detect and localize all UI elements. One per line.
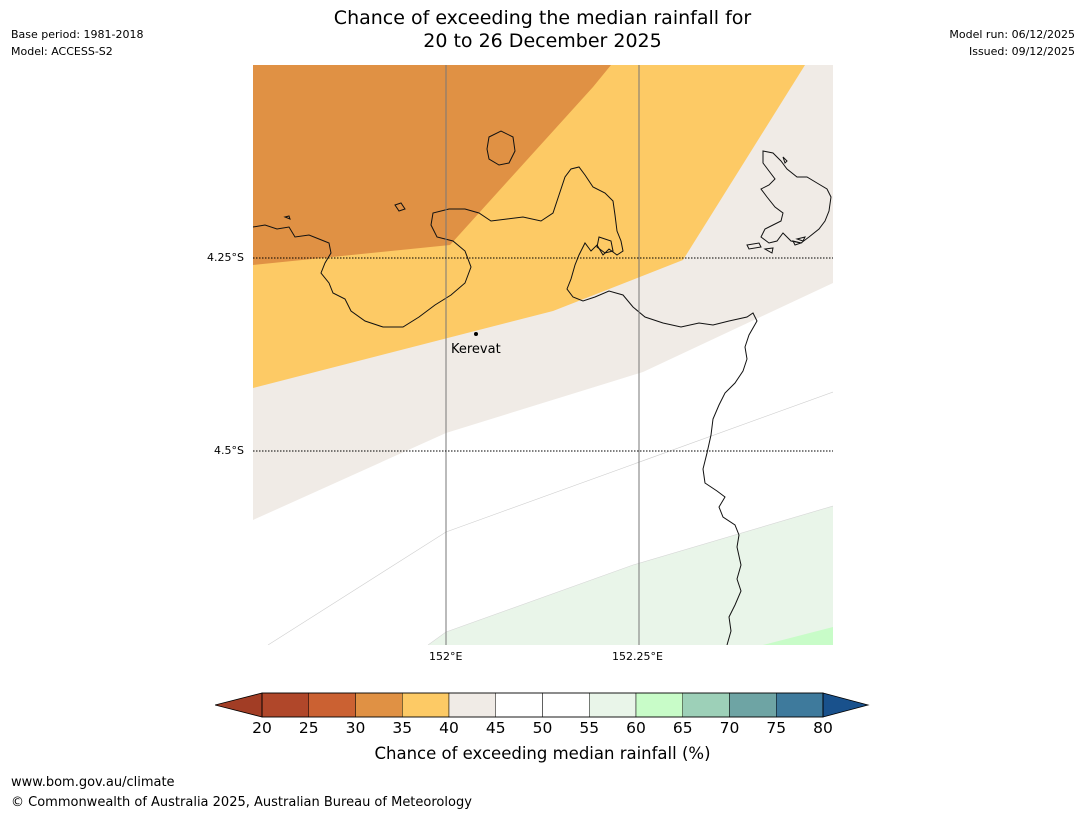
colorbar-tick-label: 35 bbox=[392, 719, 413, 737]
colorbar-cell bbox=[729, 692, 777, 718]
colorbar-cell bbox=[635, 692, 683, 718]
colorbar-cell bbox=[308, 692, 356, 718]
rainfall-probability-map bbox=[253, 65, 833, 645]
colorbar-cell bbox=[776, 692, 824, 718]
colorbar-tick-label: 20 bbox=[252, 719, 272, 737]
lon-label-152-25e: 152.25°E bbox=[612, 650, 663, 663]
kerevat-marker bbox=[474, 332, 478, 336]
colorbar-tick-label: 80 bbox=[813, 719, 833, 737]
contour-line bbox=[427, 505, 833, 645]
coastline bbox=[253, 130, 832, 645]
colorbar-cell bbox=[682, 692, 730, 718]
metadata-left: Base period: 1981-2018 Model: ACCESS-S2 bbox=[11, 26, 143, 60]
colorbar-cell bbox=[589, 692, 637, 718]
colorbar-tick-label: 30 bbox=[345, 719, 366, 737]
colorbar-tick-label: 65 bbox=[672, 719, 693, 737]
graticule bbox=[253, 65, 833, 645]
colorbar-high-extension bbox=[822, 692, 870, 718]
colorbar-tick-label: 75 bbox=[766, 719, 787, 737]
colorbar-tick-label: 50 bbox=[532, 719, 553, 737]
colorbar-cell bbox=[495, 692, 543, 718]
colorbar bbox=[215, 692, 870, 718]
colorbar-cell bbox=[402, 692, 450, 718]
band-60-65 bbox=[763, 627, 833, 645]
colorbar-tick-label: 45 bbox=[485, 719, 506, 737]
colorbar-low-extension bbox=[215, 692, 263, 718]
metadata-right: Model run: 06/12/2025 Issued: 09/12/2025 bbox=[949, 26, 1075, 60]
colorbar-tick-label: 40 bbox=[439, 719, 459, 737]
title-line-2: 20 to 26 December 2025 bbox=[423, 30, 662, 52]
colorbar-cell bbox=[261, 692, 309, 718]
colorbar-tick-label: 60 bbox=[626, 719, 646, 737]
lat-label-4-25s: 4.25°S bbox=[207, 251, 244, 264]
colorbar-tick-label: 70 bbox=[719, 719, 740, 737]
colorbar-cell bbox=[355, 692, 403, 718]
footer-url: www.bom.gov.au/climate bbox=[11, 775, 175, 790]
band-30-35 bbox=[253, 65, 611, 265]
lat-label-4-5s: 4.5°S bbox=[214, 444, 244, 457]
colorbar-tick-label: 25 bbox=[298, 719, 319, 737]
colorbar-title: Chance of exceeding median rainfall (%) bbox=[374, 744, 711, 763]
place-label-kerevat: Kerevat bbox=[451, 342, 501, 357]
model-text: Model: ACCESS-S2 bbox=[11, 45, 113, 58]
lon-label-152e: 152°E bbox=[429, 650, 463, 663]
colorbar-cell bbox=[448, 692, 496, 718]
model-run-text: Model run: 06/12/2025 bbox=[949, 28, 1075, 41]
colorbar-tick-label: 55 bbox=[579, 719, 600, 737]
band-55-60 bbox=[428, 506, 833, 645]
map-title: Chance of exceeding the median rainfall … bbox=[0, 7, 1085, 53]
title-line-1: Chance of exceeding the median rainfall … bbox=[333, 7, 752, 29]
issued-text: Issued: 09/12/2025 bbox=[968, 45, 1075, 58]
footer-copyright: © Commonwealth of Australia 2025, Austra… bbox=[11, 795, 472, 810]
colorbar-frame bbox=[261, 692, 824, 718]
colorbar-cell bbox=[542, 692, 590, 718]
base-period-text: Base period: 1981-2018 bbox=[11, 28, 144, 41]
